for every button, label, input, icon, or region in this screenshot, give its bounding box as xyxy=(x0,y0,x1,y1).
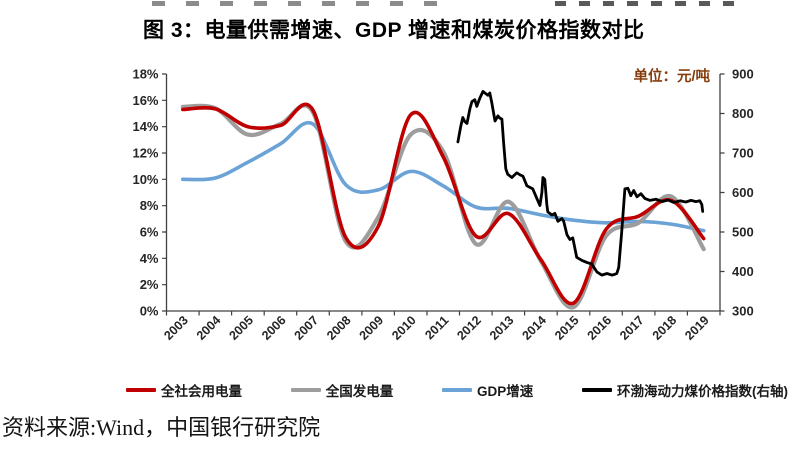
x-axis-label: 2015 xyxy=(552,313,582,343)
series-环渤海动力煤价格指数(右轴) xyxy=(456,90,705,277)
y-axis-label-right: 600 xyxy=(732,185,754,200)
y-axis-label-left: 4% xyxy=(140,251,159,266)
source-note: 资料来源:Wind，中国银行研究院 xyxy=(2,415,321,440)
y-axis-label-left: 6% xyxy=(140,225,159,240)
y-axis-label-right: 300 xyxy=(732,304,754,319)
legend-item-1: 全社会用电量 xyxy=(126,380,242,400)
series-GDP增速 xyxy=(181,120,706,233)
legend-item-2: 全国发电量 xyxy=(290,380,394,400)
y-axis-label-left: 8% xyxy=(140,198,159,213)
x-axis-label: 2014 xyxy=(519,313,549,343)
y-axis-label-left: 14% xyxy=(132,119,158,134)
x-axis-label: 2004 xyxy=(194,313,224,343)
x-axis-label: 2017 xyxy=(617,313,647,343)
x-axis-label: 2003 xyxy=(161,313,191,343)
x-axis-label: 2012 xyxy=(454,313,484,343)
axis-lines xyxy=(165,74,721,312)
x-axis-label: 2005 xyxy=(226,313,256,343)
chart-legend: 全社会用电量 全国发电量 GDP增速 环渤海动力煤价格指数(右轴) xyxy=(126,381,788,399)
x-axis-label: 2007 xyxy=(292,313,322,343)
legend-label: 全国发电量 xyxy=(325,384,394,399)
legend-label: GDP增速 xyxy=(476,384,534,399)
y-axis-label-left: 12% xyxy=(132,146,158,161)
series-全国发电量 xyxy=(180,103,706,310)
x-axis-label: 2018 xyxy=(650,313,680,343)
unit-label: 单位：元/吨 xyxy=(633,69,710,85)
series-全社会用电量 xyxy=(181,102,706,306)
y-axis-label-left: 16% xyxy=(132,93,158,108)
chart-title: 图 3：电量供需增速、GDP 增速和煤炭价格指数对比 xyxy=(143,19,645,42)
legend-swatch xyxy=(126,388,156,392)
y-axis-label-right: 400 xyxy=(732,264,754,279)
line-chart: 0% 2% 4% 6% 8% 10% 12% 14% 16% 18% 300 400 500 600 700… xyxy=(132,67,754,343)
x-axis-label: 2019 xyxy=(682,313,712,343)
legend-item-3: GDP增速 xyxy=(441,380,534,400)
y-axis-label-left: 0% xyxy=(140,304,159,319)
y-axis-label-left: 10% xyxy=(132,172,158,187)
x-axis-label: 2011 xyxy=(422,313,451,342)
legend-swatch xyxy=(441,388,472,392)
x-axis-label: 2010 xyxy=(389,313,419,343)
x-axis-label: 2016 xyxy=(585,313,615,343)
y-axis-label-right: 800 xyxy=(732,106,754,121)
y-axis-label-right: 900 xyxy=(732,67,754,82)
x-axis-label: 2009 xyxy=(357,313,387,343)
legend-swatch xyxy=(290,388,321,392)
legend-label: 全社会用电量 xyxy=(161,384,242,399)
x-axis-label: 2006 xyxy=(259,313,289,343)
axis-ticks xyxy=(162,73,725,316)
y-axis-label-right: 700 xyxy=(732,146,754,161)
x-axis-label: 2008 xyxy=(324,313,354,343)
y-axis-label-left: 2% xyxy=(140,277,159,292)
legend-swatch xyxy=(581,388,612,392)
y-axis-label-left: 18% xyxy=(132,67,158,82)
legend-item-4: 环渤海动力煤价格指数(右轴) xyxy=(581,380,788,400)
legend-label: 环渤海动力煤价格指数(右轴) xyxy=(616,384,788,399)
y-axis-label-right: 500 xyxy=(732,225,754,240)
x-axis-label: 2013 xyxy=(487,313,517,343)
